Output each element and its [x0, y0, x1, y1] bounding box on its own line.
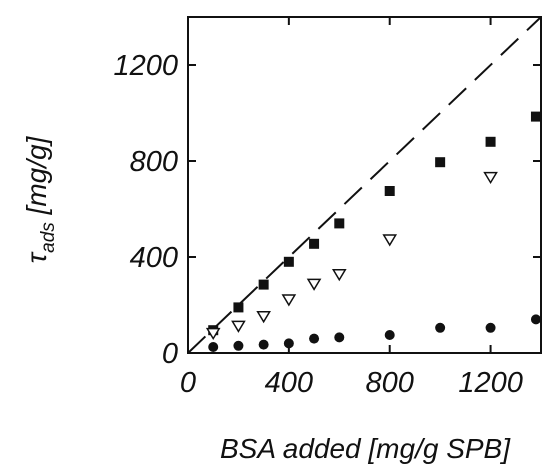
data-point-circle — [485, 322, 496, 333]
data-point-circle — [334, 332, 345, 343]
data-point-circle — [258, 339, 269, 350]
y-tick-label: 800 — [130, 146, 178, 178]
reference-line — [187, 16, 542, 354]
data-point-square — [435, 157, 446, 168]
data-point-triangle — [483, 171, 498, 185]
y-axis-label-unit: [mg/g] — [21, 135, 52, 222]
plot-area — [187, 16, 542, 354]
y-tick-label: 0 — [162, 338, 178, 370]
data-point-square — [485, 136, 496, 147]
data-point-triangle — [256, 311, 271, 324]
y-axis-label-symbol: τ — [21, 251, 52, 263]
x-axis-label: BSA added [mg/g SPB] — [220, 433, 511, 464]
x-tick-label: 800 — [366, 367, 414, 399]
data-point-triangle — [281, 294, 297, 307]
data-point-square — [233, 302, 244, 313]
data-point-triangle — [231, 320, 246, 333]
data-point-square — [283, 256, 294, 267]
data-point-square — [334, 218, 345, 229]
data-point-circle — [384, 330, 395, 340]
data-point-circle — [233, 340, 244, 351]
y-axis-label: τads [mg/g] — [21, 135, 59, 263]
x-tick-label: 1200 — [458, 367, 523, 399]
data-point-triangle — [382, 234, 398, 247]
x-tick-label: 0 — [180, 367, 196, 399]
data-point-square — [309, 238, 320, 249]
data-point-circle — [435, 322, 446, 333]
y-tick-label: 1200 — [113, 50, 178, 82]
data-point-circle — [208, 342, 219, 352]
tick-labels: 0 400 800 1200 0 400 800 1200 — [113, 50, 522, 399]
data-point-circle — [530, 314, 541, 325]
data-point-square — [530, 111, 541, 122]
y-axis-label-subscript: ads — [38, 222, 59, 253]
data-point-circle — [283, 338, 294, 349]
data-point-square — [258, 279, 269, 290]
data-point-circle — [309, 333, 320, 344]
data-point-square — [384, 186, 395, 196]
data-point-triangle — [205, 327, 221, 341]
plot-frame — [187, 16, 542, 354]
data-point-triangle — [306, 278, 322, 291]
y-tick-label: 400 — [130, 242, 178, 274]
x-tick-label: 400 — [265, 367, 313, 399]
data-point-triangle — [331, 269, 347, 282]
y-axis-label-group: τads [mg/g] — [21, 135, 59, 263]
